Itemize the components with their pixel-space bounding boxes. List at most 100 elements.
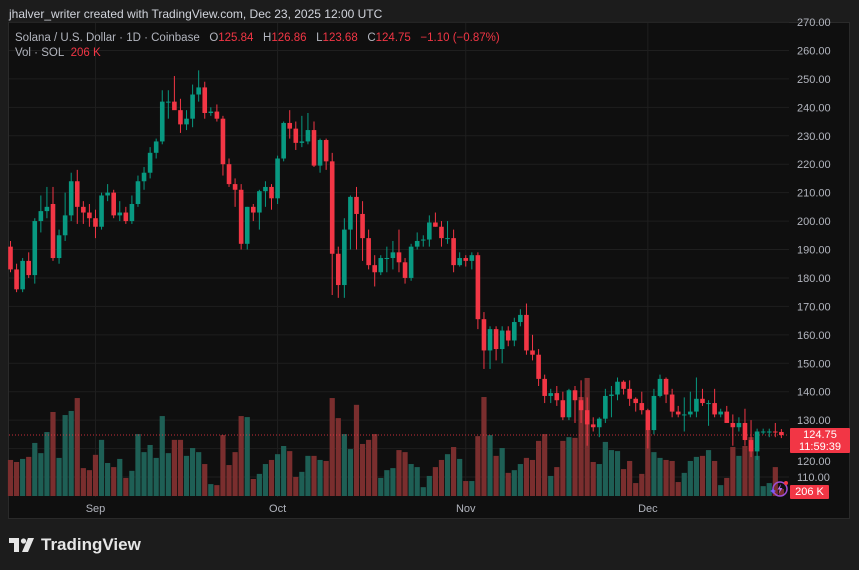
volume-bar xyxy=(772,467,778,496)
volume-bar xyxy=(438,459,445,496)
candle-body xyxy=(524,314,529,351)
volume-bar xyxy=(566,437,572,496)
high-value: 126.86 xyxy=(271,32,307,44)
candle-body xyxy=(487,329,493,351)
volume-bar xyxy=(699,455,706,496)
volume-bar xyxy=(135,434,141,496)
candle-body xyxy=(396,252,402,263)
volume-bar xyxy=(602,441,608,496)
volume-bar xyxy=(614,451,621,496)
candle-body xyxy=(639,403,645,411)
candle-body xyxy=(238,189,244,244)
volume-bar xyxy=(202,464,208,496)
volume-bar xyxy=(341,434,347,496)
y-tick-label: 150.00 xyxy=(797,358,831,370)
candle-body xyxy=(596,418,602,428)
candle-body xyxy=(706,403,711,405)
candle-body xyxy=(414,240,420,247)
candle-body xyxy=(736,422,742,428)
volume-bar xyxy=(177,439,184,496)
candle-body xyxy=(275,158,280,199)
chart-panel[interactable] xyxy=(8,22,850,519)
lightning-icon[interactable] xyxy=(770,480,788,498)
candle-body xyxy=(512,322,517,341)
volume-bar xyxy=(651,452,657,496)
y-tick-label: 260.00 xyxy=(797,45,831,57)
candle-body xyxy=(366,238,371,266)
volume-bar xyxy=(299,471,305,496)
candle-body xyxy=(14,269,19,290)
candle-body xyxy=(81,206,86,213)
candle-body xyxy=(38,211,44,222)
candle-body xyxy=(590,424,596,428)
candle-body xyxy=(335,253,341,286)
volume-bar xyxy=(129,470,135,496)
candle-body xyxy=(560,400,566,418)
volume-legend-row: Vol · SOL 206 K xyxy=(15,46,500,61)
volume-bar xyxy=(366,439,372,496)
volume-bar xyxy=(687,460,693,496)
candle-body xyxy=(166,101,171,103)
volume-bar xyxy=(117,458,123,496)
candle-body xyxy=(202,87,208,113)
y-tick-label: 210.00 xyxy=(797,188,831,200)
volume-bar xyxy=(353,404,360,496)
candle-body xyxy=(147,152,153,173)
candle-body xyxy=(269,186,274,199)
candle-body xyxy=(451,238,456,266)
candle-body xyxy=(402,262,408,278)
candle-body xyxy=(427,222,432,240)
y-tick-label: 190.00 xyxy=(797,245,831,257)
candle-body xyxy=(505,330,511,341)
volume-bar xyxy=(596,464,602,496)
volume-bar xyxy=(190,448,196,496)
x-tick-label: Sep xyxy=(86,503,106,515)
candle-body xyxy=(135,181,141,204)
volume-bar xyxy=(347,449,354,496)
volume-bar xyxy=(560,440,566,496)
volume-bar xyxy=(74,398,80,496)
volume-bar xyxy=(226,465,232,496)
volume-bar xyxy=(7,459,14,496)
candle-body xyxy=(99,195,104,227)
volume-bar xyxy=(311,455,317,496)
volume-bar xyxy=(390,468,396,496)
candle-body xyxy=(578,400,584,411)
y-tick-label: 230.00 xyxy=(797,131,831,143)
volume-bar xyxy=(712,460,718,496)
volume-label[interactable]: Vol · SOL xyxy=(15,47,65,59)
candle-body xyxy=(603,395,608,419)
bar-countdown: 11:59:39 xyxy=(798,441,841,453)
candle-body xyxy=(129,204,135,222)
candle-body xyxy=(117,212,123,216)
candle-body xyxy=(688,411,693,415)
candle-body xyxy=(208,111,214,113)
last-volume-label: 206 K xyxy=(790,485,829,499)
y-tick-label: 160.00 xyxy=(797,330,831,342)
volume-bar xyxy=(56,457,62,496)
y-tick-label: 240.00 xyxy=(797,102,831,114)
symbol-name[interactable]: Solana / U.S. Dollar · 1D · Coinbase xyxy=(15,32,200,44)
candle-body xyxy=(232,184,238,190)
volume-bar xyxy=(505,472,511,496)
candle-body xyxy=(572,390,578,401)
candle-body xyxy=(360,213,365,239)
volume-bar xyxy=(86,470,93,496)
volume-bar xyxy=(548,475,554,496)
candle-body xyxy=(87,212,92,219)
candle-body xyxy=(56,235,62,259)
volume-bar xyxy=(578,397,584,496)
y-tick-label: 170.00 xyxy=(797,301,831,313)
candle-body xyxy=(226,164,232,185)
tradingview-logo[interactable]: TradingView xyxy=(9,535,141,555)
candle-body xyxy=(457,258,462,266)
volume-bar xyxy=(426,475,432,496)
volume-bar xyxy=(50,411,56,496)
y-tick-label: 200.00 xyxy=(797,216,831,228)
candle-body xyxy=(257,191,262,213)
volume-bar xyxy=(657,457,663,496)
volume-bar xyxy=(487,435,493,496)
volume-bar xyxy=(32,442,38,496)
symbol-legend: Solana / U.S. Dollar · 1D · Coinbase O12… xyxy=(15,31,500,61)
